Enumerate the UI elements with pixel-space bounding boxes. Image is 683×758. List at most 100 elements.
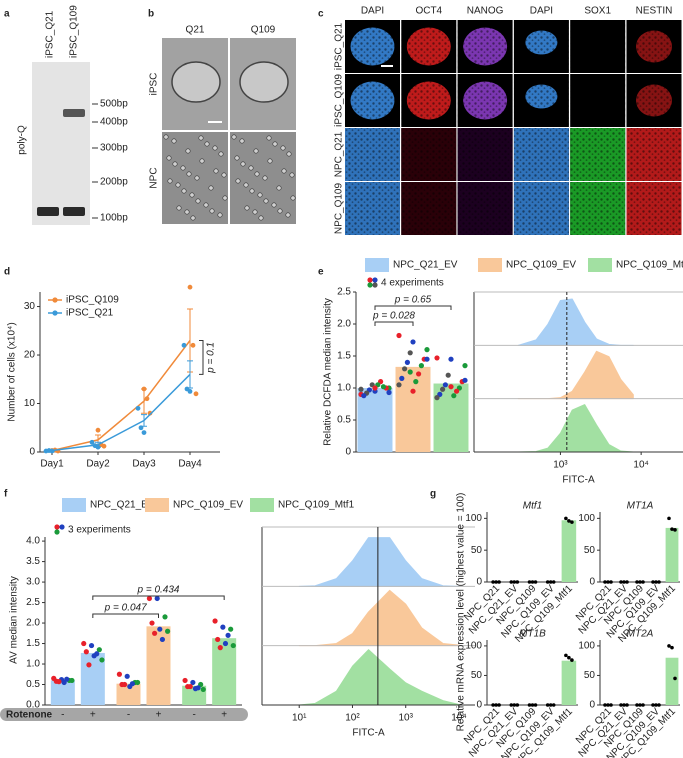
data-point [606,703,610,707]
bar [212,638,237,705]
data-point [220,624,226,630]
x-tick-label: Day3 [132,459,156,470]
cell [189,192,195,198]
legend-dot [54,529,60,535]
cell [257,192,263,198]
legend-label: NPC_Q109_Mtf1 [278,500,355,511]
cell [176,205,182,211]
y-tick-label: 4.0 [26,536,40,547]
cell [281,168,287,174]
data-point [94,651,100,657]
data-point [101,443,107,449]
y-axis-label: Relative DCFDA median intensity [323,298,334,446]
data-point [410,339,416,345]
legend-swatch [588,258,612,272]
legend-dot [367,277,373,283]
bar [561,660,577,705]
y-tick-label: 2.5 [26,597,40,608]
cell [181,188,187,194]
data-point [146,595,152,602]
row-label: NPC_Q21 [334,131,345,177]
density-area [298,589,460,647]
x-axis-label: FITC-A [562,475,595,486]
texture [513,128,569,181]
data-point [358,386,364,392]
cell [194,175,200,181]
panel-label: e [318,267,324,278]
legend-label: NPC_Q109_EV [506,260,576,271]
legend-dot [54,524,60,530]
column-label: Q109 [251,25,276,36]
marker-label: 200bp [100,177,128,188]
error-bar [49,449,55,452]
y-tick-label: 0 [589,700,595,711]
row-label: NPC_Q109 [334,182,345,234]
cell [231,134,237,140]
data-point [533,580,538,584]
data-point [564,653,568,658]
data-point [181,342,187,348]
column-label: OCT4 [415,6,442,17]
annotation: p = 0.047 [104,603,147,614]
x-tick-label: 10¹ [292,713,307,724]
x-tick-label: Day2 [86,459,110,470]
data-point [149,620,155,626]
data-point [380,384,386,390]
data-point [95,427,101,433]
bracket [92,613,159,618]
data-point [135,405,141,411]
series-line [51,340,191,452]
cell [218,151,224,157]
texture [401,182,457,235]
data-point [404,359,410,365]
cell [203,202,209,208]
data-point [410,388,416,394]
legend-label: NPC_Q21_EV [90,500,155,511]
data-point [88,642,95,649]
annotation: p = 0.65 [394,295,432,306]
cell [184,209,190,215]
texture [457,74,513,127]
cell [240,161,246,167]
data-point [673,528,677,532]
condition-value: - [192,710,195,721]
data-point [83,649,89,655]
data-point [530,703,535,707]
data-point [491,580,495,584]
data-point [512,580,517,584]
data-point [606,580,610,584]
data-point [222,640,229,647]
texture [345,182,400,235]
data-point [182,677,188,684]
data-point [635,703,639,707]
y-tick-label: 1.0 [26,659,40,670]
legend-swatch [145,498,169,512]
data-point [448,384,454,390]
y-tick-label: 0 [29,447,35,458]
data-point [147,410,153,416]
cell [266,135,272,141]
row-label: NPC [149,167,160,188]
y-tick-label: 50 [584,545,596,556]
density-area [298,537,460,587]
data-point [454,388,460,394]
legend-swatch [62,498,86,512]
data-point [372,385,378,391]
gel-band [63,109,85,117]
texture [401,20,457,73]
data-point [96,647,102,653]
bar [146,626,171,705]
x-tick-label: Day4 [178,459,202,470]
data-point [533,703,538,707]
annotation: p = 0.028 [372,311,415,322]
data-point [494,580,498,584]
cell [262,175,268,181]
x-tick-label: 10³ [553,460,568,471]
cell [267,158,273,164]
cell [258,215,264,221]
texture [513,74,569,127]
y-tick-label: 0.5 [337,415,351,426]
legend-label: iPSC_Q109 [66,295,119,306]
cell [195,198,201,204]
data-point [190,342,196,348]
